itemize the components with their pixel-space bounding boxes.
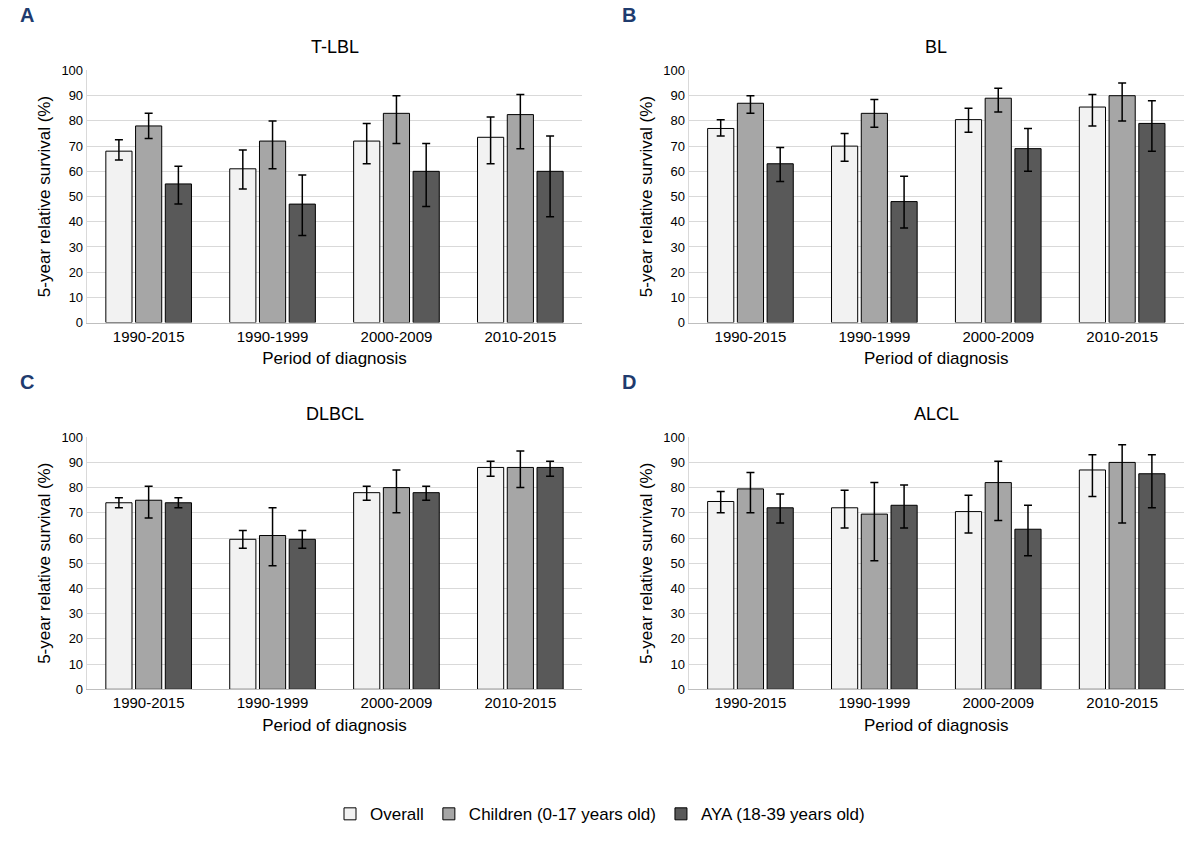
svg-text:10: 10 bbox=[69, 657, 83, 672]
svg-text:2010-2015: 2010-2015 bbox=[484, 328, 556, 345]
svg-text:50: 50 bbox=[670, 189, 684, 204]
svg-text:2010-2015: 2010-2015 bbox=[484, 694, 556, 711]
svg-text:30: 30 bbox=[670, 606, 684, 621]
svg-text:Period of diagnosis: Period of diagnosis bbox=[864, 716, 1009, 735]
svg-text:80: 80 bbox=[69, 480, 83, 495]
svg-text:40: 40 bbox=[670, 581, 684, 596]
svg-text:80: 80 bbox=[670, 113, 684, 128]
svg-text:20: 20 bbox=[69, 631, 83, 646]
svg-text:0: 0 bbox=[76, 315, 83, 330]
svg-text:10: 10 bbox=[670, 657, 684, 672]
svg-text:20: 20 bbox=[670, 631, 684, 646]
svg-text:10: 10 bbox=[69, 290, 83, 305]
svg-text:Period of diagnosis: Period of diagnosis bbox=[262, 349, 407, 368]
svg-text:40: 40 bbox=[69, 214, 83, 229]
svg-text:40: 40 bbox=[670, 214, 684, 229]
svg-text:50: 50 bbox=[69, 189, 83, 204]
svg-text:60: 60 bbox=[670, 531, 684, 546]
svg-text:60: 60 bbox=[670, 164, 684, 179]
svg-text:T-LBL: T-LBL bbox=[311, 37, 359, 57]
svg-text:20: 20 bbox=[670, 265, 684, 280]
svg-text:40: 40 bbox=[69, 581, 83, 596]
svg-text:Overall: Overall bbox=[370, 805, 424, 824]
svg-text:20: 20 bbox=[69, 265, 83, 280]
svg-text:90: 90 bbox=[69, 455, 83, 470]
svg-text:100: 100 bbox=[61, 63, 83, 78]
svg-text:60: 60 bbox=[69, 164, 83, 179]
svg-text:100: 100 bbox=[663, 63, 685, 78]
svg-text:1990-2015: 1990-2015 bbox=[113, 328, 185, 345]
svg-text:100: 100 bbox=[61, 430, 83, 445]
svg-text:AYA (18-39 years old): AYA (18-39 years old) bbox=[701, 805, 865, 824]
svg-text:0: 0 bbox=[76, 682, 83, 697]
svg-text:30: 30 bbox=[670, 240, 684, 255]
svg-text:DLBCL: DLBCL bbox=[306, 404, 364, 424]
svg-text:70: 70 bbox=[69, 139, 83, 154]
svg-text:0: 0 bbox=[678, 682, 685, 697]
svg-text:Period of diagnosis: Period of diagnosis bbox=[262, 716, 407, 735]
svg-text:80: 80 bbox=[670, 480, 684, 495]
svg-text:2000-2009: 2000-2009 bbox=[361, 328, 433, 345]
svg-text:100: 100 bbox=[663, 430, 685, 445]
svg-text:90: 90 bbox=[670, 455, 684, 470]
svg-text:5-year relative survival (%): 5-year relative survival (%) bbox=[637, 96, 656, 297]
svg-text:1990-1999: 1990-1999 bbox=[237, 694, 309, 711]
svg-text:2010-2015: 2010-2015 bbox=[1086, 328, 1158, 345]
svg-text:D: D bbox=[622, 371, 636, 393]
svg-text:A: A bbox=[20, 4, 34, 26]
svg-text:2000-2009: 2000-2009 bbox=[962, 328, 1034, 345]
svg-text:30: 30 bbox=[69, 240, 83, 255]
svg-text:2000-2009: 2000-2009 bbox=[361, 694, 433, 711]
svg-text:10: 10 bbox=[670, 290, 684, 305]
svg-text:0: 0 bbox=[678, 315, 685, 330]
svg-text:1990-2015: 1990-2015 bbox=[113, 694, 185, 711]
svg-text:50: 50 bbox=[670, 556, 684, 571]
svg-text:90: 90 bbox=[69, 88, 83, 103]
svg-text:5-year relative survival (%): 5-year relative survival (%) bbox=[637, 463, 656, 664]
svg-text:70: 70 bbox=[670, 505, 684, 520]
svg-text:30: 30 bbox=[69, 606, 83, 621]
svg-text:C: C bbox=[20, 371, 34, 393]
svg-text:1990-2015: 1990-2015 bbox=[715, 694, 787, 711]
svg-text:Children (0-17 years old): Children (0-17 years old) bbox=[469, 805, 656, 824]
svg-text:5-year relative survival (%): 5-year relative survival (%) bbox=[35, 96, 54, 297]
svg-text:90: 90 bbox=[670, 88, 684, 103]
svg-text:70: 70 bbox=[670, 139, 684, 154]
svg-text:70: 70 bbox=[69, 505, 83, 520]
svg-text:5-year relative survival (%): 5-year relative survival (%) bbox=[35, 463, 54, 664]
svg-text:1990-1999: 1990-1999 bbox=[237, 328, 309, 345]
svg-text:1990-2015: 1990-2015 bbox=[715, 328, 787, 345]
svg-text:60: 60 bbox=[69, 531, 83, 546]
svg-text:B: B bbox=[622, 4, 636, 26]
svg-text:2010-2015: 2010-2015 bbox=[1086, 694, 1158, 711]
svg-text:1990-1999: 1990-1999 bbox=[838, 694, 910, 711]
svg-text:50: 50 bbox=[69, 556, 83, 571]
svg-text:BL: BL bbox=[925, 37, 947, 57]
svg-text:ALCL: ALCL bbox=[914, 404, 959, 424]
svg-text:2000-2009: 2000-2009 bbox=[962, 694, 1034, 711]
svg-text:Period of diagnosis: Period of diagnosis bbox=[864, 349, 1009, 368]
svg-text:80: 80 bbox=[69, 113, 83, 128]
svg-text:1990-1999: 1990-1999 bbox=[838, 328, 910, 345]
